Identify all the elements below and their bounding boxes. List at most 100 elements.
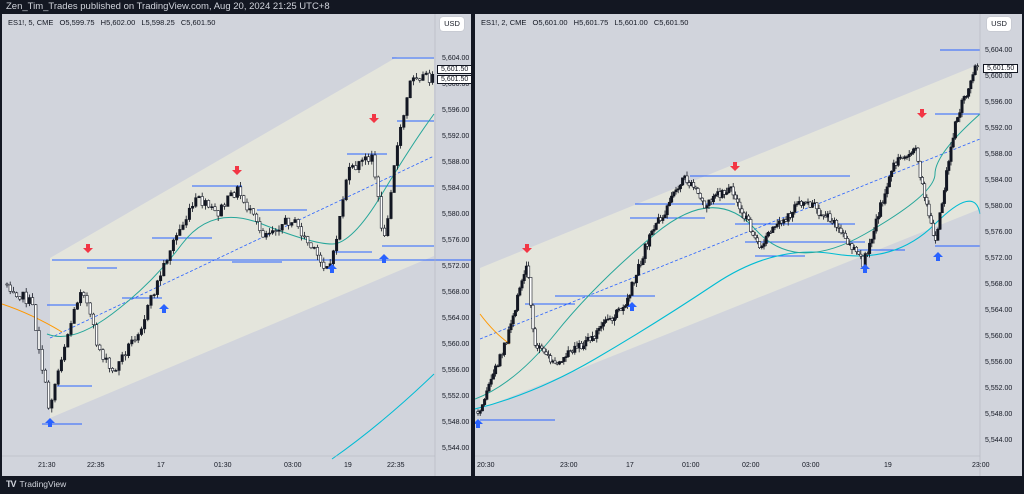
right-candle-body <box>969 80 973 90</box>
right-candle-body <box>663 214 667 218</box>
tradingview-brand[interactable]: TV TradingView <box>6 479 66 489</box>
right-candle-body <box>485 390 489 400</box>
left-candle-body <box>40 349 44 371</box>
left-low: L5,598.25 <box>141 18 175 27</box>
right-candle-body <box>707 199 711 206</box>
left-candle-body <box>133 339 137 342</box>
right-price-label: 5,580.00 <box>985 203 1013 210</box>
left-candle-body <box>299 226 303 237</box>
left-price-chart[interactable] <box>2 14 471 476</box>
right-candle-body <box>736 198 740 203</box>
left-symbol[interactable]: ES1!, 5, CME <box>8 18 54 27</box>
left-candle-body <box>31 297 35 306</box>
right-candle-body <box>507 329 511 344</box>
left-candle-body <box>245 201 249 211</box>
right-price-label: 5,588.00 <box>985 151 1013 158</box>
left-candle-body <box>431 73 435 83</box>
right-time-label: 17 <box>626 462 634 469</box>
left-candle-body <box>303 235 307 238</box>
right-buy-arrow <box>627 302 637 311</box>
left-candle-body <box>392 165 396 193</box>
left-candle-body <box>79 292 83 304</box>
right-candle-body <box>487 383 491 392</box>
right-candle-body <box>511 315 515 325</box>
right-candle-body <box>883 193 887 204</box>
left-candle-body <box>69 323 73 335</box>
right-price-chart[interactable] <box>475 14 1022 476</box>
right-candle-body <box>678 184 682 190</box>
right-candle-body <box>771 226 775 233</box>
right-sell-arrow <box>917 109 927 118</box>
left-candle-body <box>187 207 191 220</box>
left-chart-panel[interactable]: ES1!, 5, CME O5,599.75 H5,602.00 L5,598.… <box>2 14 471 476</box>
right-candle-body <box>498 354 502 367</box>
tradingview-logo-icon: TV <box>6 479 16 489</box>
left-candle-body <box>27 297 31 304</box>
right-candle-body <box>700 197 704 202</box>
left-time-label: 17 <box>157 462 165 469</box>
left-candle-body <box>418 78 422 81</box>
right-candle-body <box>802 201 806 206</box>
right-candle-body <box>696 188 700 194</box>
left-candle-body <box>255 213 259 222</box>
right-candle-body <box>764 235 768 244</box>
left-candle-body <box>408 80 412 99</box>
left-buy-arrow <box>327 264 337 273</box>
left-sell-arrow <box>369 114 379 123</box>
left-time-label: 22:35 <box>387 462 405 469</box>
right-ma-fast <box>475 113 981 400</box>
left-candle-body <box>277 229 281 232</box>
left-candle-body <box>5 283 9 286</box>
right-candle-body <box>553 360 557 364</box>
left-price-label: 5,588.00 <box>442 159 470 166</box>
right-candle-body <box>489 378 493 385</box>
right-candle-body <box>527 265 531 278</box>
left-candle-body <box>379 196 383 229</box>
right-chart-panel[interactable]: ES1!, 2, CME O5,601.00 H5,601.75 L5,601.… <box>475 14 1022 476</box>
right-candle-body <box>962 96 966 101</box>
left-candle-body <box>370 154 374 162</box>
left-candle-body <box>360 159 364 162</box>
right-candle-body <box>854 246 858 253</box>
right-candle-body <box>654 223 658 230</box>
right-candle-body <box>533 328 537 346</box>
right-candle-body <box>674 189 678 193</box>
left-candle-body <box>363 156 367 161</box>
right-close: C5,601.50 <box>653 18 689 27</box>
left-candle-body <box>18 296 22 300</box>
right-candle-body <box>628 295 632 299</box>
right-candle-body <box>817 208 821 216</box>
right-candle-body <box>672 191 676 197</box>
right-candle-body <box>775 223 779 227</box>
bottom-bar: TV TradingView <box>0 476 1024 494</box>
right-candle-body <box>751 231 755 236</box>
publish-info: Zen_Tim_Trades published on TradingView.… <box>6 1 330 12</box>
left-price-label: 5,560.00 <box>442 341 470 348</box>
left-candle-body <box>165 260 169 264</box>
left-candle-body <box>178 229 182 236</box>
right-price-label: 5,568.00 <box>985 281 1013 288</box>
right-symbol[interactable]: ES1!, 2, CME <box>481 18 527 27</box>
left-currency-button[interactable]: USD <box>440 17 464 31</box>
right-currency-button[interactable]: USD <box>987 17 1011 31</box>
left-candle-body <box>271 230 275 234</box>
right-candle-body <box>623 305 627 308</box>
right-price-label: 5,592.00 <box>985 125 1013 132</box>
right-candle-body <box>665 205 669 216</box>
left-candle-body <box>354 165 358 170</box>
right-candle-body <box>637 263 641 276</box>
left-candle-body <box>389 192 393 219</box>
left-candle-body <box>287 217 291 226</box>
left-candle-body <box>120 354 124 362</box>
right-candle-body <box>846 238 850 245</box>
right-candle-body <box>714 194 718 197</box>
left-price-label: 5,548.00 <box>442 419 470 426</box>
left-candle-body <box>139 328 143 335</box>
right-candle-body <box>876 216 880 220</box>
left-candle-body <box>184 219 188 226</box>
right-ma-slow <box>475 200 981 410</box>
left-candle-body <box>63 346 67 361</box>
left-candle-body <box>143 319 147 330</box>
left-candle-body <box>367 156 371 162</box>
left-price-label: 5,576.00 <box>442 237 470 244</box>
